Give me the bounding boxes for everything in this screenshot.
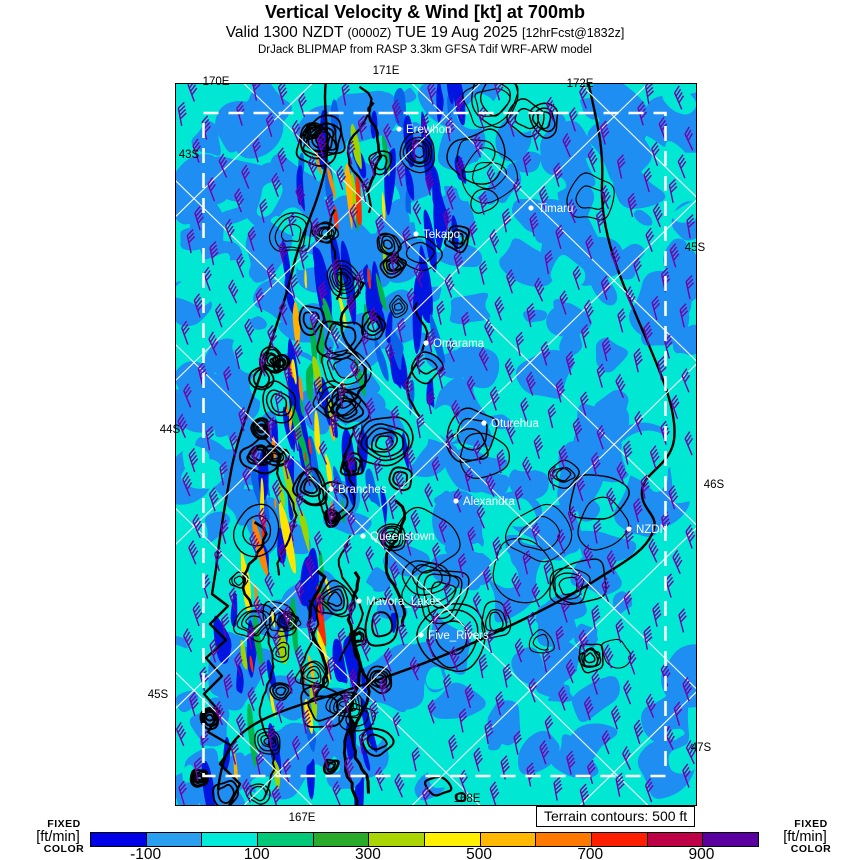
- weather-map-canvas: Erewhon Timaru Tekapo Omarama Oturehua Branch…: [176, 84, 696, 805]
- fixed-label: FIXED: [794, 818, 828, 830]
- colorbar-segment-9: [592, 833, 648, 846]
- svg-text:Alexandra: Alexandra: [463, 496, 515, 508]
- colorbar-tick--100: -100: [130, 846, 162, 860]
- place-marker-erewhon: Erewhon: [396, 124, 451, 136]
- axis-label-46s: 46S: [703, 479, 725, 491]
- colorbar-segment-7: [480, 833, 537, 846]
- place-marker-timaru: Timaru: [528, 203, 573, 215]
- place-marker-oturehua: Oturehua: [481, 418, 540, 430]
- axis-label-167e: 167E: [288, 812, 316, 824]
- axis-label-47s: 47S: [690, 742, 712, 754]
- units-label: [ft/min]: [36, 828, 80, 845]
- svg-text:Mavora_Lakes: Mavora_Lakes: [366, 596, 442, 608]
- valid-time-utc: (0000Z): [347, 26, 392, 40]
- axis-label-168e: 168E: [453, 793, 481, 805]
- colorbar-segment-3: [258, 833, 314, 846]
- page-title: Vertical Velocity & Wind [kt] at 700mb: [265, 2, 585, 22]
- colorbar-tick-300: 300: [354, 846, 381, 860]
- colorbar: [90, 832, 759, 847]
- svg-text:Tekapo: Tekapo: [423, 229, 460, 241]
- place-marker-branches: Branches: [328, 484, 387, 496]
- map-plot-area[interactable]: Erewhon Timaru Tekapo Omarama Oturehua Branch…: [175, 83, 697, 806]
- svg-text:Queenstown: Queenstown: [370, 531, 435, 543]
- valid-time-main: Valid 1300 NZDT: [225, 24, 344, 41]
- valid-time-line: Valid 1300 NZDT (0000Z) TUE 19 Aug 2025 …: [0, 24, 850, 42]
- place-marker-alexandra: Alexandra: [453, 496, 515, 508]
- place-marker-omarama: Omarama: [423, 338, 485, 350]
- svg-text:Timaru: Timaru: [538, 203, 573, 215]
- place-marker-nzdn: NZDN: [626, 524, 668, 536]
- units-label: [ft/min]: [783, 828, 827, 845]
- place-marker-mavora_lakes: Mavora_Lakes: [356, 596, 442, 608]
- forecast-offset: [12hrFcst@1832z]: [521, 26, 625, 40]
- svg-text:Five_Rivers: Five_Rivers: [428, 630, 489, 642]
- axis-label-43s: 43S: [178, 149, 200, 161]
- svg-text:NZDN: NZDN: [636, 524, 668, 536]
- colorbar-segment-11: [703, 833, 759, 846]
- colorbar-segment-0: [91, 833, 147, 846]
- colorbar-units-left: FIXED [ft/min] COLOR: [10, 819, 106, 855]
- colorbar-segment-6: [425, 833, 481, 846]
- axis-label-45s: 45S: [684, 242, 706, 254]
- axis-label-45s: 45S: [147, 689, 169, 701]
- valid-date: TUE 19 Aug 2025: [395, 24, 518, 41]
- svg-text:Omarama: Omarama: [433, 338, 485, 350]
- model-source-line: DrJack BLIPMAP from RASP 3.3km GFSA Tdif…: [257, 44, 592, 56]
- axis-label-44s: 44S: [159, 424, 181, 436]
- colorbar-segment-10: [647, 833, 704, 846]
- fixed-label: FIXED: [47, 818, 81, 830]
- axis-label-171e: 171E: [372, 65, 400, 77]
- colorbar-segment-8: [536, 833, 593, 846]
- axis-label-172e: 172E: [566, 78, 594, 90]
- place-marker-five_rivers: Five_Rivers: [418, 630, 489, 642]
- colorbar-segment-4: [313, 833, 370, 846]
- terrain-contour-note: Terrain contours: 500 ft: [536, 806, 696, 827]
- svg-text:Oturehua: Oturehua: [491, 418, 540, 430]
- colorbar-segment-5: [369, 833, 426, 846]
- colorbar-segment-2: [202, 833, 259, 846]
- color-label: COLOR: [790, 843, 832, 855]
- color-label: COLOR: [43, 843, 85, 855]
- colorbar-segment-1: [146, 833, 203, 846]
- svg-text:Branches: Branches: [338, 484, 387, 496]
- colorbar-units-right: FIXED [ft/min] COLOR: [757, 819, 850, 855]
- svg-text:Erewhon: Erewhon: [406, 124, 451, 136]
- axis-label-170e: 170E: [202, 76, 230, 88]
- colorbar-tick-500: 500: [466, 846, 493, 860]
- header: Vertical Velocity & Wind [kt] at 700mb V…: [0, 2, 850, 56]
- colorbar-tick-700: 700: [577, 846, 604, 860]
- place-marker-tekapo: Tekapo: [413, 229, 460, 241]
- colorbar-tick-900: 900: [688, 846, 715, 860]
- colorbar-tick-100: 100: [243, 846, 270, 860]
- place-marker-queenstown: Queenstown: [360, 531, 435, 543]
